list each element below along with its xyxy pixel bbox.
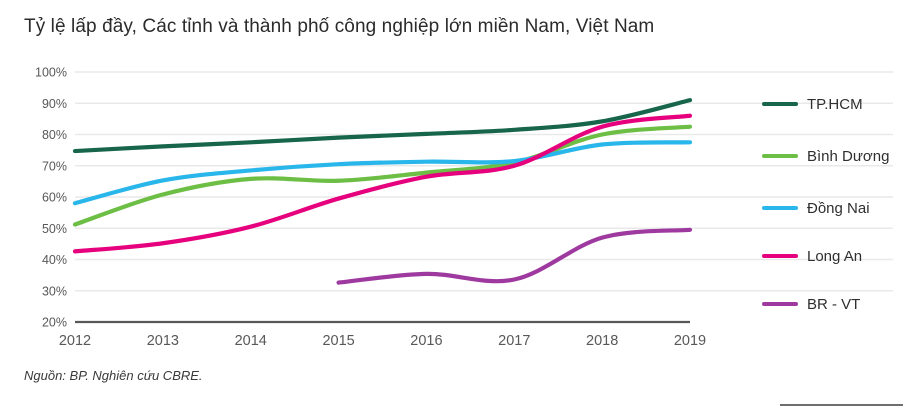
legend-label-tphcm: TP.HCM <box>807 95 863 113</box>
x-tick-label: 2012 <box>59 333 91 346</box>
legend-item-long-an[interactable]: Long An <box>762 246 862 266</box>
legend-item-dong-nai[interactable]: Đồng Nai <box>762 198 870 218</box>
y-tick-label: 70% <box>42 159 67 173</box>
y-tick-label: 30% <box>42 284 67 298</box>
y-tick-label: 50% <box>42 222 67 236</box>
legend-label-long-an: Long An <box>807 247 863 265</box>
legend-label-binh-duong: Bình Dương <box>807 147 890 165</box>
y-axis-tick-labels: 20% 30% 40% 50% 60% 70% 80% 90% 100% <box>35 66 67 330</box>
line-chart-svg: 20%30%40%50%60%70%80%90%100% 2012 2013 201… <box>35 66 893 346</box>
y-tick-label: 60% <box>42 191 67 205</box>
series-lines <box>72 98 693 285</box>
x-tick-label: 2014 <box>235 333 267 346</box>
series-line-tp-hcm <box>72 98 693 154</box>
footer-rule <box>780 404 903 406</box>
legend-swatch-long-an <box>762 254 798 258</box>
y-tick-label: 40% <box>42 253 67 267</box>
y-tick-label: 90% <box>42 97 67 111</box>
legend-label-dong-nai: Đồng Nai <box>807 199 870 217</box>
legend-label-br-vt: BR - VT <box>807 295 861 313</box>
legend-swatch-binh-duong <box>762 154 798 158</box>
chart-title: Tỷ lệ lấp đầy, Các tỉnh và thành phố côn… <box>24 16 655 37</box>
plot-area: 20% 30% 40% 50% 60% 70% 80% 90% 100% 2012 2013 201… <box>0 56 903 346</box>
legend-item-tphcm[interactable]: TP.HCM <box>762 94 863 114</box>
series-line-b-nh-d-ng <box>72 124 693 227</box>
y-tick-label: 20% <box>42 316 67 330</box>
y-tick-label: 80% <box>42 128 67 142</box>
series-line-br-vt <box>336 227 693 285</box>
legend-item-binh-duong[interactable]: Bình Dương <box>762 146 889 166</box>
x-tick-label: 2019 <box>674 333 706 346</box>
x-tick-label: 2015 <box>322 333 354 346</box>
legend-swatch-tphcm <box>762 102 798 106</box>
x-tick-label: 2013 <box>147 333 179 346</box>
chart-legend: TP.HCM Bình Dương Đồng Nai Long An BR - … <box>762 86 903 314</box>
x-tick-label: 2018 <box>586 333 618 346</box>
x-tick-label: 2016 <box>410 333 442 346</box>
series-line-ng-nai <box>72 140 693 206</box>
y-tick-label: 100% <box>35 66 67 80</box>
series-line-long-an <box>72 113 693 254</box>
x-axis-tick-labels: 2012 2013 2014 2015 2016 2017 2018 2019 <box>59 333 706 346</box>
legend-item-br-vt[interactable]: BR - VT <box>762 294 860 314</box>
legend-swatch-br-vt <box>762 302 798 306</box>
legend-swatch-dong-nai <box>762 206 798 210</box>
source-note: Nguồn: BP. Nghiên cứu CBRE. <box>24 368 203 383</box>
x-tick-label: 2017 <box>498 333 530 346</box>
